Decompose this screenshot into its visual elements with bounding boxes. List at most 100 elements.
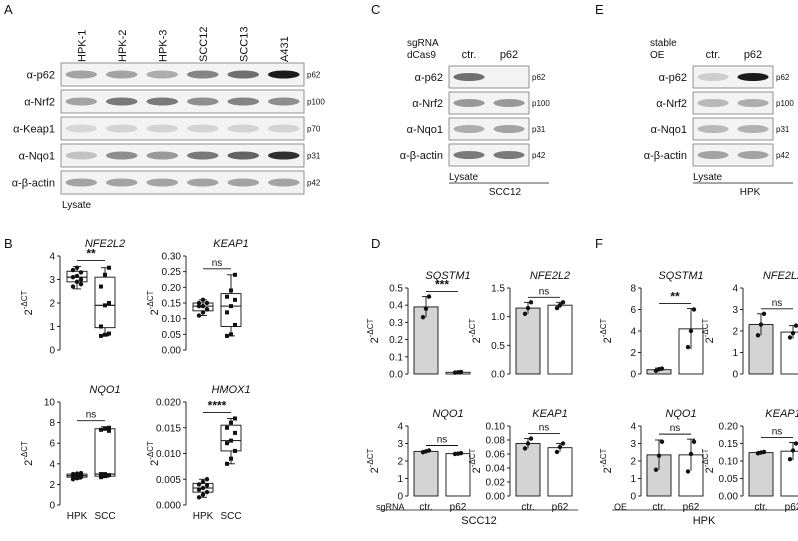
data-point <box>420 315 426 320</box>
y-tick-label: 4 <box>630 422 636 433</box>
y-tick-label: 0 <box>630 370 636 381</box>
y-tick-label: 4 <box>397 422 403 433</box>
box <box>220 424 242 452</box>
data-point <box>204 300 210 306</box>
data-point <box>103 474 107 479</box>
panel-letter-C: C <box>371 2 380 17</box>
size-marker: p42 <box>532 151 546 160</box>
data-point <box>659 366 665 371</box>
data-point <box>557 303 563 308</box>
data-point <box>196 482 202 487</box>
data-point <box>793 441 798 446</box>
y-label-sup: -ΔCT <box>599 318 608 337</box>
D-bar-nfe2l2: 0.0 0.5 1.0 1.5 NFE2L2 ns 2-ΔCT <box>468 270 573 381</box>
lane-label: HPK-2 <box>117 30 129 62</box>
y-tick-label: 2 <box>732 327 738 338</box>
data-point <box>225 333 229 338</box>
y-tick-label: 0.04 <box>486 464 506 475</box>
data-point <box>528 436 534 441</box>
y-axis-label: 2-ΔCT <box>701 448 716 473</box>
data-point <box>196 495 202 500</box>
gene-title: HMOX1 <box>211 384 250 396</box>
bar <box>445 453 471 497</box>
y-axis-label: 2-ΔCT <box>599 448 614 473</box>
data-point <box>107 425 111 430</box>
lane-label: p62 <box>500 49 518 61</box>
data-point <box>225 310 229 315</box>
band <box>105 178 138 187</box>
data-point <box>423 306 429 311</box>
y-axis-label: 2-ΔCT <box>20 441 35 466</box>
y-tick-label: 0.010 <box>156 449 181 460</box>
data-point <box>554 449 560 455</box>
y-label-sup: -ΔCT <box>599 448 608 467</box>
band <box>267 124 300 133</box>
data-point <box>70 477 76 482</box>
blot-strip <box>60 170 305 195</box>
y-label-sup: -ΔCT <box>366 448 375 467</box>
y-label-base: 2 <box>23 309 35 315</box>
y-axis-label: 2-ΔCT <box>366 318 381 343</box>
data-point <box>103 332 107 337</box>
data-point <box>685 469 691 474</box>
data-point <box>204 477 210 482</box>
y-tick-label: 8 <box>49 418 55 429</box>
data-point <box>557 444 563 450</box>
band <box>186 97 219 106</box>
size-marker: p42 <box>307 179 321 188</box>
band <box>146 178 179 187</box>
antibody-label: α-β-actin <box>12 178 55 190</box>
band <box>105 97 138 106</box>
significance-label: ** <box>86 247 96 261</box>
band <box>493 99 525 107</box>
size-marker: p62 <box>532 73 546 82</box>
y-tick-label: 1 <box>630 474 636 485</box>
data-point <box>233 272 237 277</box>
significance-label: ns <box>539 286 550 297</box>
lane-label: HPK-3 <box>157 30 169 62</box>
lysate-caption: Lysate <box>62 200 92 211</box>
y-label-sup: -ΔCT <box>20 290 29 309</box>
y-tick-label: 0.00 <box>162 346 182 357</box>
data-point <box>200 297 206 303</box>
antibody-label: α-Nrf2 <box>656 98 687 110</box>
data-point <box>74 265 80 270</box>
y-label-sup: -ΔCT <box>468 448 477 467</box>
band <box>493 151 525 159</box>
data-point <box>229 456 233 461</box>
size-marker: p31 <box>776 125 790 134</box>
band <box>453 73 485 81</box>
y-label-base: 2 <box>23 460 35 466</box>
band <box>267 151 300 160</box>
y-label-base: 2 <box>602 337 614 343</box>
y-label-base: 2 <box>471 337 483 343</box>
size-marker: p70 <box>307 125 321 134</box>
y-tick-label: 0.020 <box>156 398 181 409</box>
x-tick-label: p62 <box>552 502 569 513</box>
y-tick-label: 4 <box>732 284 738 295</box>
data-point <box>522 311 528 316</box>
band <box>227 178 260 187</box>
band <box>186 70 219 79</box>
size-marker: p31 <box>307 152 321 161</box>
y-tick-label: 0.25 <box>162 267 182 278</box>
antibody-label: α-Nqo1 <box>19 151 55 163</box>
gene-title: NQO1 <box>432 408 463 420</box>
box <box>94 276 116 329</box>
band <box>227 124 260 133</box>
box <box>94 428 116 477</box>
y-tick-label: 0.05 <box>719 474 739 485</box>
significance-label: *** <box>435 278 449 292</box>
bar <box>413 306 439 375</box>
y-tick-label: 0.1 <box>389 352 403 363</box>
D-group: SCC12 <box>380 509 578 527</box>
antibody-label: α-Nrf2 <box>24 97 55 109</box>
group-label: HPK <box>740 187 761 198</box>
data-point <box>99 333 103 338</box>
F-bar-nfe2l2: 01234NFE2L2ns2-ΔCT <box>701 270 798 381</box>
gene-title: KEAP1 <box>532 408 567 420</box>
data-point <box>793 323 798 328</box>
y-label-sup: -ΔCT <box>468 318 477 337</box>
panel-letter-E: E <box>595 2 604 17</box>
